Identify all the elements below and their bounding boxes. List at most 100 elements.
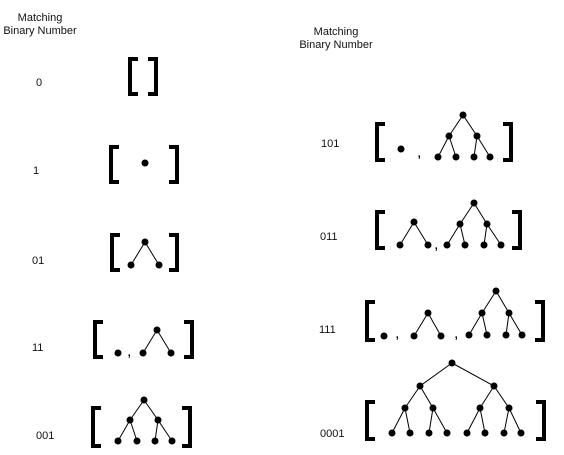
tree-edge [156, 329, 172, 354]
tree-node [443, 241, 451, 249]
tree-edge [437, 135, 450, 158]
tree-set-1 [109, 145, 179, 184]
tree-node [497, 241, 505, 249]
binary-number-label: 111 [319, 324, 336, 336]
tree-node [139, 349, 147, 357]
tree-node [401, 404, 409, 412]
right-bracket [535, 300, 545, 342]
tree-edge [505, 312, 510, 336]
tree-node [151, 437, 159, 445]
tree-set-101: , [375, 111, 513, 162]
tree-node [406, 429, 414, 437]
left-bracket [110, 233, 120, 272]
right-column-header: Matching Binary Number [298, 26, 374, 52]
left-header-line-2: Binary Number [3, 25, 77, 37]
tree-edge [129, 399, 145, 421]
tree-edge [144, 241, 160, 266]
left-bracket [375, 122, 385, 162]
tree-edge [503, 407, 510, 434]
tree-edge [432, 407, 448, 434]
binary-number-label: 0 [36, 77, 43, 89]
left-bracket [128, 57, 138, 96]
tree-node [133, 437, 141, 445]
tree-node [424, 309, 432, 317]
tree-node [425, 429, 433, 437]
tree-node [478, 309, 486, 317]
tree-edge [508, 407, 522, 434]
tree-edge [413, 221, 429, 246]
tree-edge [476, 135, 491, 158]
right-bracket [182, 406, 192, 448]
tree-node [505, 404, 513, 412]
right-bracket [503, 122, 513, 162]
tree-edge [473, 202, 488, 225]
tree-edge [466, 407, 481, 434]
tree-node [443, 429, 451, 437]
binary-number-label: 1 [33, 165, 40, 177]
tree-node [473, 132, 481, 140]
tree-node [452, 153, 460, 161]
tree-node [416, 382, 424, 390]
tree-node [448, 359, 456, 367]
tree-node [127, 261, 135, 269]
tree-node [490, 382, 498, 390]
left-column-header: Matching Binary Number [2, 12, 78, 38]
right-header-line-2: Binary Number [299, 39, 373, 51]
tree-edge [117, 419, 131, 442]
tree-edge [486, 223, 502, 246]
tree-edge [413, 312, 429, 337]
tree-edge [508, 312, 523, 336]
tree-node [114, 349, 122, 357]
tree-edge [495, 290, 510, 314]
binary-number-label: 011 [320, 231, 338, 243]
right-bracket [148, 57, 158, 96]
tree-node [155, 261, 163, 269]
tree-edge [157, 419, 173, 442]
tree-node [388, 429, 396, 437]
tree-node [517, 429, 525, 437]
right-bracket [184, 320, 194, 359]
tree-edge [459, 223, 466, 246]
tree-set-001 [91, 396, 192, 448]
tree-edge [419, 385, 434, 409]
tree-node [470, 153, 478, 161]
left-bracket [93, 320, 103, 359]
tree-set-11: , [93, 320, 194, 360]
separator-comma: , [454, 325, 458, 342]
right-header-line-1: Matching [313, 26, 359, 38]
tree-node [429, 404, 437, 412]
tree-node [456, 220, 464, 228]
tree-node [492, 287, 500, 295]
tree-edge [427, 312, 442, 337]
left-bracket [91, 406, 101, 448]
tree-node [486, 153, 494, 161]
tree-node [396, 241, 404, 249]
separator-comma: , [395, 325, 399, 342]
tree-edge [399, 221, 415, 246]
tree-node [380, 332, 388, 340]
tree-node [167, 349, 175, 357]
tree-edge [130, 241, 146, 266]
tree-set-0001 [365, 359, 546, 441]
tree-node [459, 111, 467, 119]
tree-node [470, 199, 478, 207]
binary-number-label: 11 [32, 342, 44, 354]
left-bracket [365, 300, 375, 342]
left-bracket [375, 210, 385, 250]
binary-number-label: 0001 [320, 428, 345, 440]
tree-edge [448, 135, 457, 158]
tree-node [437, 332, 445, 340]
binary-number-label: 001 [36, 430, 55, 442]
tree-node [502, 331, 510, 339]
tree-node [154, 416, 162, 424]
tree-node [465, 331, 473, 339]
tree-set-01 [110, 233, 179, 272]
tree-set-0 [128, 57, 158, 96]
tree-edge [154, 419, 159, 442]
tree-edge [493, 385, 510, 409]
tree-edge [481, 290, 497, 314]
tree-node [518, 331, 526, 339]
separator-comma: , [417, 144, 421, 161]
tree-edge [129, 419, 138, 442]
